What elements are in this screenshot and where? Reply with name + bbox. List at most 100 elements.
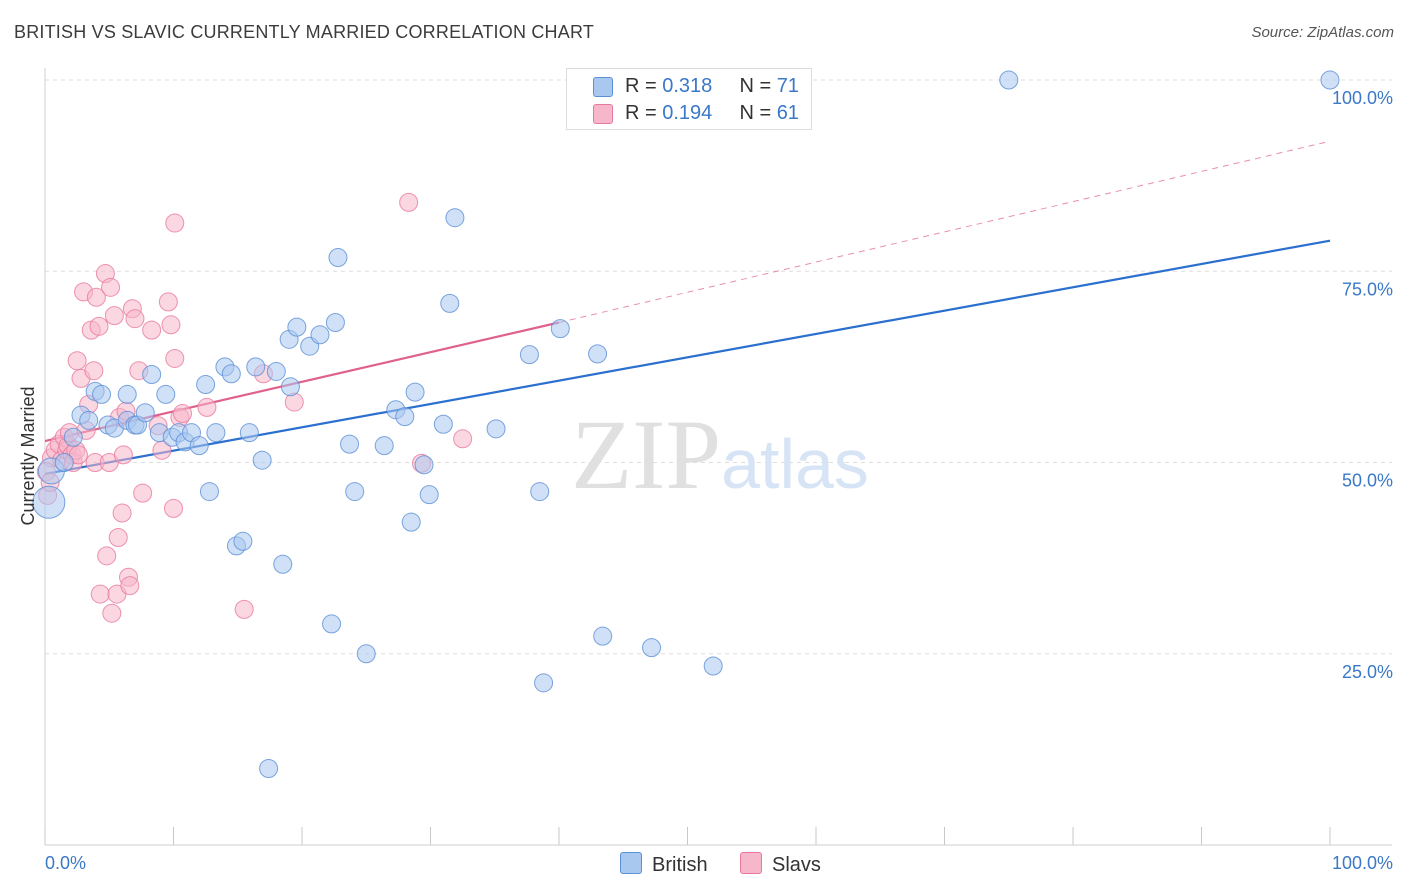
- british-legend-label: British: [652, 854, 708, 876]
- british-point: [414, 455, 434, 475]
- slavs-point: [90, 584, 110, 604]
- british-point: [266, 361, 286, 381]
- slavs-point: [234, 599, 254, 619]
- british-point: [405, 382, 425, 402]
- legend-item-slavs[interactable]: Slavs: [740, 852, 821, 877]
- source-label: Source: ZipAtlas.com: [1251, 24, 1394, 41]
- y-tick-label-0: 25.0%: [1342, 662, 1393, 682]
- british-point: [534, 673, 554, 693]
- british-point: [530, 482, 550, 502]
- slavs-point: [113, 445, 133, 465]
- slavs-point: [108, 527, 128, 547]
- british-point: [54, 453, 74, 472]
- slavs-point: [453, 429, 473, 449]
- british-point: [196, 374, 216, 394]
- slavs-legend-swatch: [740, 852, 762, 874]
- british-r-label: R =: [625, 75, 663, 97]
- x-tick-label-1: 100.0%: [1332, 853, 1393, 873]
- slavs-n-value: 61: [776, 102, 799, 124]
- british-point: [345, 482, 365, 502]
- slavs-point: [67, 351, 87, 371]
- slavs-point: [84, 361, 104, 381]
- y-tick-label-1: 50.0%: [1342, 471, 1393, 491]
- slavs-point: [133, 483, 153, 503]
- tick-labels: 25.0% 50.0% 75.0% 100.0% 0.0% 100.0%: [45, 88, 1393, 873]
- x-tick-label-0: 0.0%: [45, 853, 86, 873]
- british-point: [374, 436, 394, 456]
- british-point: [259, 759, 279, 778]
- slavs-n-label: N =: [739, 102, 777, 124]
- slavs-point: [142, 320, 162, 340]
- british-point: [79, 410, 99, 430]
- legend-item-british[interactable]: British: [620, 852, 708, 877]
- british-point: [550, 319, 570, 339]
- watermark-zip: ZIP: [571, 399, 721, 510]
- british-point: [401, 512, 421, 532]
- slavs-point: [165, 213, 185, 233]
- british-point: [287, 317, 307, 337]
- slavs-point: [97, 546, 117, 566]
- british-point: [135, 403, 155, 423]
- british-point: [246, 357, 266, 377]
- british-point: [189, 436, 209, 456]
- british-point: [703, 656, 723, 676]
- y-tick-label-2: 75.0%: [1342, 279, 1393, 299]
- slavs-point: [89, 316, 109, 336]
- british-point: [117, 384, 137, 404]
- british-point: [593, 626, 613, 646]
- slavs-point: [104, 306, 124, 326]
- slavs-point: [165, 348, 185, 368]
- british-point: [588, 344, 608, 364]
- british-point: [433, 414, 453, 434]
- british-points: [32, 70, 1340, 778]
- slavs-r-value: 0.194: [662, 102, 713, 124]
- british-point: [440, 293, 460, 313]
- slavs-trendline-extension: [558, 140, 1331, 323]
- british-point: [325, 313, 345, 333]
- slavs-point: [158, 292, 178, 312]
- british-point: [199, 482, 219, 502]
- british-point: [252, 450, 272, 470]
- british-point: [322, 614, 342, 634]
- british-legend-swatch: [620, 852, 642, 874]
- british-trendline: [44, 239, 1331, 476]
- slavs-point: [164, 498, 183, 518]
- british-point: [486, 419, 506, 439]
- slavs-point: [125, 309, 145, 329]
- british-swatch: [593, 77, 613, 97]
- british-point: [519, 345, 539, 365]
- slavs-point: [86, 287, 106, 307]
- british-point: [340, 434, 360, 454]
- stats-legend: R = 0.318 N = 71 R = 0.194 N = 61: [566, 68, 812, 130]
- slavs-point: [172, 404, 192, 424]
- british-point: [206, 423, 226, 443]
- british-point: [32, 485, 66, 519]
- slavs-legend-label: Slavs: [772, 854, 821, 876]
- slavs-point: [112, 503, 132, 523]
- british-point: [233, 531, 253, 551]
- british-point: [156, 384, 176, 404]
- british-n-value: 71: [776, 75, 799, 97]
- slavs-swatch: [593, 104, 613, 124]
- british-point: [328, 247, 348, 267]
- british-point: [92, 384, 112, 404]
- british-point: [356, 644, 376, 664]
- british-point: [419, 485, 439, 505]
- british-r-value: 0.318: [662, 75, 713, 97]
- watermark: ZIPatlas: [571, 399, 869, 510]
- british-point: [999, 70, 1019, 90]
- british-point: [1320, 70, 1340, 90]
- british-point: [239, 423, 259, 443]
- slavs-point: [120, 576, 140, 596]
- british-point: [221, 364, 241, 384]
- y-axis-label: Currently Married: [18, 386, 38, 525]
- watermark-atlas: atlas: [721, 425, 869, 503]
- british-n-label: N =: [739, 75, 777, 97]
- british-point: [142, 365, 162, 385]
- british-point: [310, 325, 330, 345]
- british-point: [280, 377, 300, 397]
- y-tick-label-3: 100.0%: [1332, 88, 1393, 108]
- british-point: [445, 208, 465, 228]
- slavs-point: [399, 192, 419, 212]
